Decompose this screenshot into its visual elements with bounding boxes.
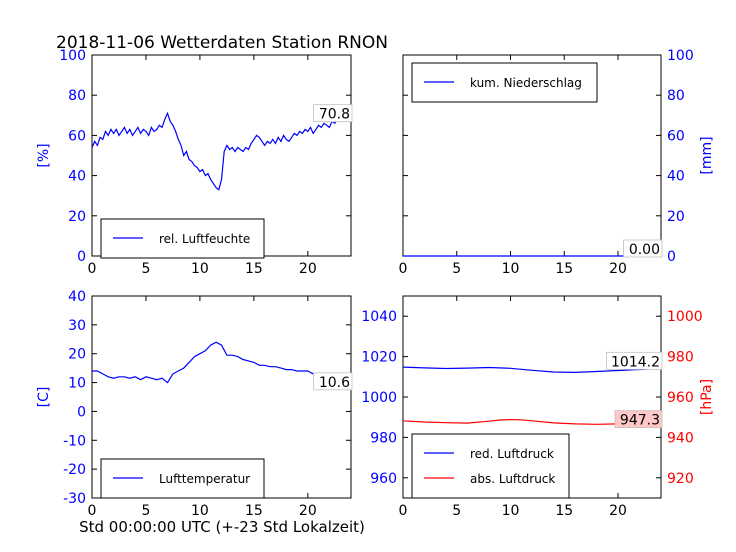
annotation-label: 0.00 bbox=[629, 242, 660, 258]
series-line-lufttemperatur bbox=[92, 341, 352, 384]
y-tick-label: 980 bbox=[370, 430, 397, 446]
x-tick-label: 15 bbox=[555, 261, 573, 277]
x-tick-label: 10 bbox=[502, 503, 520, 519]
annotation-label: 10.6 bbox=[319, 375, 350, 391]
y-tick-label: 960 bbox=[667, 390, 694, 406]
x-tick-label: 0 bbox=[399, 261, 408, 277]
x-tick-label: 10 bbox=[191, 503, 209, 519]
x-tick-label: 0 bbox=[88, 261, 97, 277]
y-tick-label: 960 bbox=[370, 471, 397, 487]
x-tick-label: 20 bbox=[609, 503, 627, 519]
y-axis-label: [hPa] bbox=[699, 379, 715, 415]
x-tick-label: 0 bbox=[88, 503, 97, 519]
legend-label: rel. Luftfeuchte bbox=[159, 232, 250, 246]
precipitation-panel: 0 5 10 15 20 0 20 40 60 80 100 [mm] 0.00 kum. Nieders… bbox=[399, 48, 715, 277]
y-axis-label: [mm] bbox=[699, 136, 715, 174]
annotation-label: 947.3 bbox=[620, 413, 660, 429]
figure-title: 2018-11-06 Wetterdaten Station RNON bbox=[56, 33, 388, 53]
y-axis-label: [%] bbox=[36, 143, 52, 167]
figure-xlabel: Std 00:00:00 UTC (+-23 Std Lokalzeit) bbox=[79, 518, 365, 536]
y-tick-label: 20 bbox=[667, 209, 685, 225]
series-line-red-luftdruck bbox=[402, 366, 662, 374]
y-tick-label: 1000 bbox=[361, 390, 397, 406]
x-tick-label: 5 bbox=[141, 503, 150, 519]
x-tick-label: 5 bbox=[141, 261, 150, 277]
humidity-panel: 0 5 10 15 20 0 20 40 60 80 100 [%] 70.8 rel. Luftfeuc… bbox=[36, 48, 353, 277]
legend-label: kum. Niederschlag bbox=[470, 76, 582, 90]
y-tick-label: 60 bbox=[667, 128, 685, 144]
y-tick-label: 40 bbox=[68, 289, 86, 305]
y-tick-label: 920 bbox=[667, 471, 694, 487]
y-tick-label: 60 bbox=[68, 128, 86, 144]
y-tick-label: 80 bbox=[667, 88, 685, 104]
temperature-panel: 0 5 10 15 20 -30 -20 -10 0 10 20 30 40 [C] 10.6 Lufttem… bbox=[36, 289, 353, 519]
series-line-abs-luftdruck bbox=[402, 418, 662, 425]
y-tick-label: 940 bbox=[667, 430, 694, 446]
y-tick-label: 980 bbox=[667, 350, 694, 366]
y-tick-label: -30 bbox=[63, 491, 86, 507]
x-tick-label: 20 bbox=[609, 261, 627, 277]
x-tick-label: 15 bbox=[245, 261, 263, 277]
x-tick-label: 10 bbox=[502, 261, 520, 277]
y-tick-label: 1040 bbox=[361, 309, 397, 325]
y-tick-label: 40 bbox=[667, 169, 685, 185]
y-tick-label: 10 bbox=[68, 376, 86, 392]
legend-box bbox=[411, 433, 570, 499]
y-tick-label: 80 bbox=[68, 88, 86, 104]
y-axis-label: [C] bbox=[36, 387, 52, 408]
y-tick-label: 30 bbox=[68, 318, 86, 334]
y-tick-label: 100 bbox=[667, 48, 694, 64]
annotation-box bbox=[313, 104, 353, 123]
y-tick-label: 20 bbox=[68, 209, 86, 225]
y-tick-label: -20 bbox=[63, 462, 86, 478]
x-tick-label: 20 bbox=[299, 503, 317, 519]
x-tick-label: 15 bbox=[555, 503, 573, 519]
y-tick-label: 100 bbox=[59, 48, 86, 64]
x-tick-label: 15 bbox=[245, 503, 263, 519]
legend-label: Lufttemperatur bbox=[159, 472, 250, 486]
annotation-box bbox=[313, 372, 353, 391]
legend-label: red. Luftdruck bbox=[470, 447, 554, 461]
y-tick-label: 1000 bbox=[667, 309, 703, 325]
annotation-box bbox=[606, 351, 663, 370]
y-tick-label: 0 bbox=[77, 249, 86, 265]
y-tick-label: 20 bbox=[68, 347, 86, 363]
y-tick-label: 40 bbox=[68, 169, 86, 185]
annotation-box bbox=[614, 410, 663, 429]
legend-label: abs. Luftdruck bbox=[470, 472, 555, 486]
y-tick-label: 0 bbox=[77, 404, 86, 420]
x-tick-label: 5 bbox=[452, 261, 461, 277]
y-tick-label: 0 bbox=[667, 249, 676, 265]
x-tick-label: 10 bbox=[191, 261, 209, 277]
x-tick-label: 5 bbox=[452, 503, 461, 519]
y-tick-label: 1020 bbox=[361, 350, 397, 366]
y-tick-label: -10 bbox=[63, 433, 86, 449]
x-tick-label: 20 bbox=[299, 261, 317, 277]
x-tick-label: 0 bbox=[399, 503, 408, 519]
annotation-box bbox=[623, 239, 663, 258]
pressure-panel: 0 5 10 15 20 960 980 1000 1020 1040 920 940 960 980 10… bbox=[361, 295, 715, 519]
annotation-label: 1014.2 bbox=[611, 354, 660, 370]
series-line-rel-luftfeuchte bbox=[91, 111, 352, 191]
annotation-label: 70.8 bbox=[319, 107, 350, 123]
